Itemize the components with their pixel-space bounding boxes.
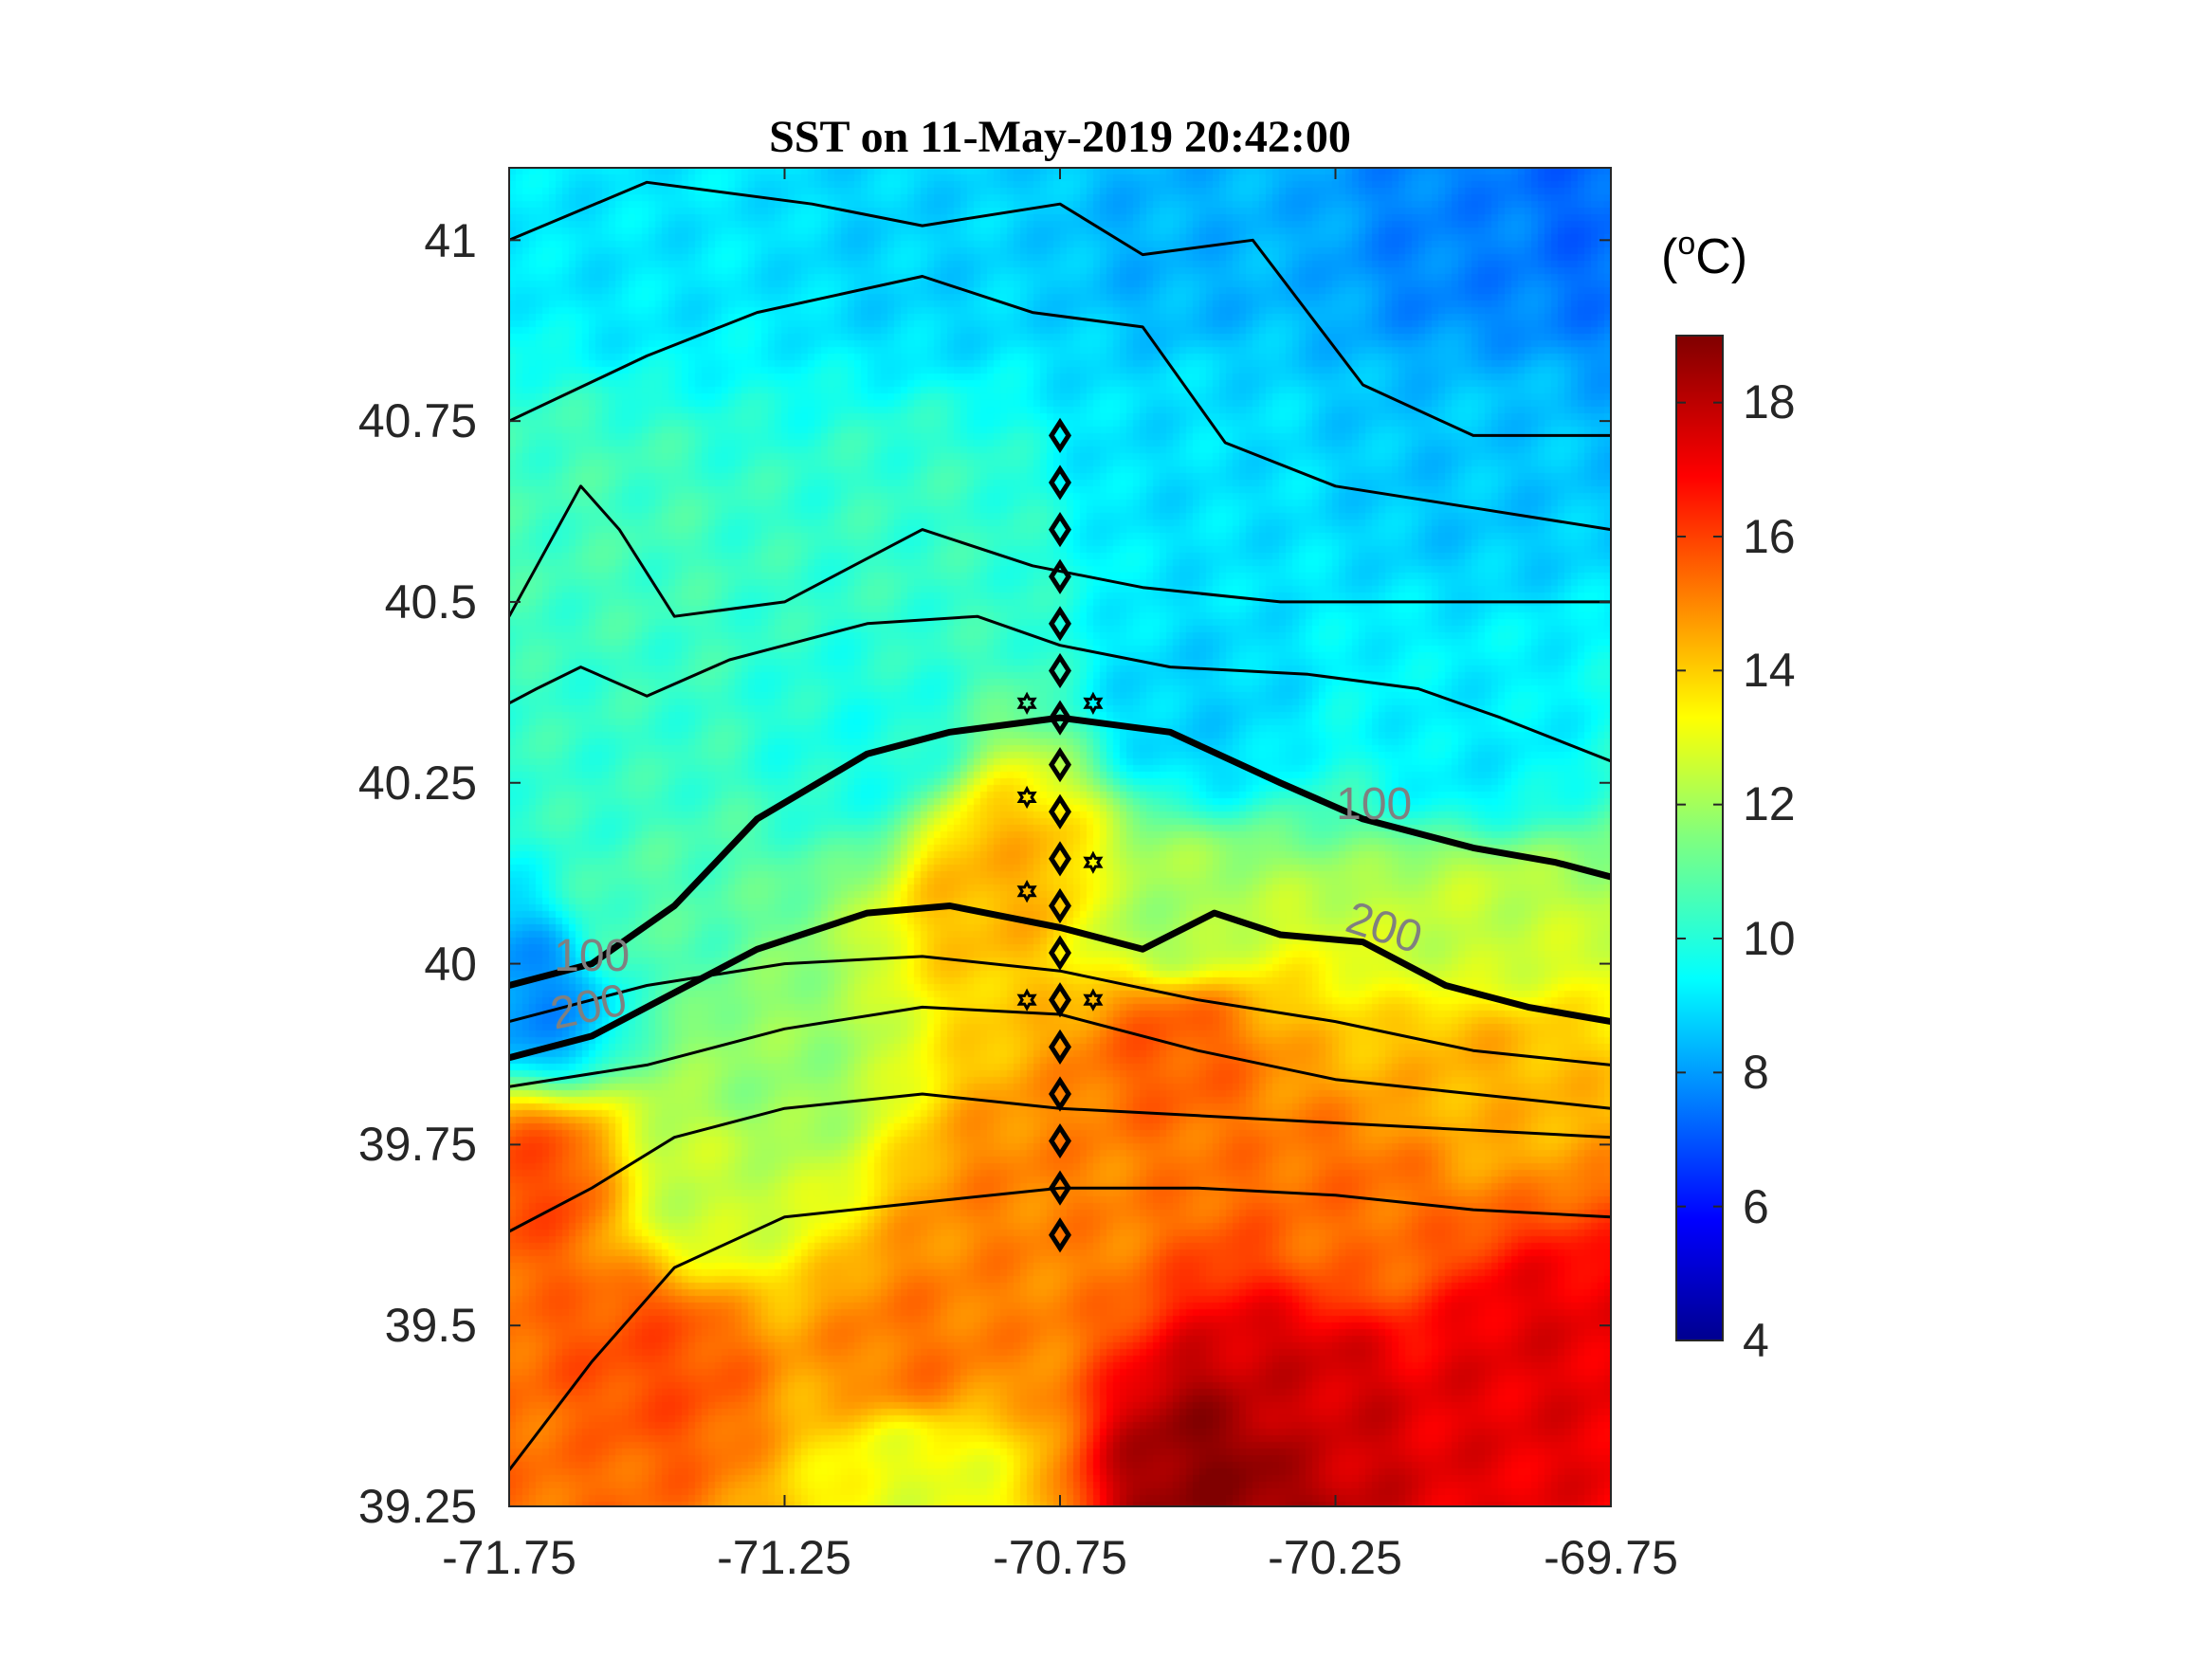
contour-label: 100 — [554, 931, 630, 981]
isobath-line — [509, 1092, 1611, 1233]
colorbar-tick-label: 4 — [1743, 1314, 1769, 1367]
colorbar-tick-label: 8 — [1743, 1046, 1769, 1099]
y-tick-label: 39.25 — [358, 1480, 477, 1533]
colorbar-tick-label: 6 — [1743, 1180, 1769, 1233]
x-tick-label: -71.25 — [717, 1531, 851, 1584]
colorbar-tick-label: 16 — [1743, 510, 1796, 563]
station-star — [1016, 880, 1037, 903]
x-tick-label: -71.75 — [442, 1531, 576, 1584]
unit-rest: C) — [1695, 229, 1747, 284]
station-diamond — [1049, 652, 1071, 689]
y-axis-ticks — [509, 239, 1611, 1507]
contour-labels: 100 200 100 200 — [546, 779, 1428, 1040]
y-tick-label: 39.75 — [358, 1118, 477, 1171]
plot-axes: -71.75 -71.25 -70.75 -70.25 -69.75 39.25… — [358, 167, 1678, 1584]
station-star — [1083, 691, 1104, 715]
colorbar: (oC) 4 6 8 10 12 14 16 18 — [1661, 226, 1796, 1367]
station-diamond — [1049, 1122, 1071, 1159]
y-tick-label: 39.5 — [385, 1299, 477, 1352]
station-diamond — [1049, 887, 1071, 924]
station-star — [1083, 988, 1104, 1012]
isobath-line-100 — [509, 714, 1611, 989]
contour-label: 100 — [1336, 779, 1412, 830]
station-star — [1016, 988, 1037, 1012]
station-diamond — [1049, 841, 1071, 877]
colorbar-tick-label: 18 — [1743, 375, 1796, 428]
y-tick-label: 40.75 — [358, 394, 477, 447]
station-diamond — [1049, 1076, 1071, 1112]
station-star — [1083, 850, 1104, 874]
chart-title: SST on 11-May-2019 20:42:00 — [769, 112, 1351, 162]
x-tick-labels: -71.75 -71.25 -70.75 -70.25 -69.75 — [442, 1531, 1678, 1584]
y-tick-label: 40 — [424, 938, 477, 991]
y-tick-label: 40.5 — [385, 575, 477, 629]
colorbar-unit-label: (oC) — [1661, 226, 1747, 284]
station-star — [1016, 691, 1037, 715]
x-tick-label: -70.25 — [1268, 1531, 1402, 1584]
sst-map: 100 200 100 200 — [509, 168, 1611, 1506]
station-diamond — [1049, 1217, 1071, 1253]
isobath-line-200 — [509, 902, 1611, 1062]
colorbar-ticks — [1676, 401, 1723, 1341]
colorbar-tick-labels: 4 6 8 10 12 14 16 18 — [1743, 375, 1796, 1367]
sst-heatmap — [509, 168, 1611, 1506]
station-diamond — [1049, 606, 1071, 642]
y-tick-label: 41 — [424, 214, 477, 267]
y-tick-labels: 39.25 39.5 39.75 40 40.25 40.5 40.75 41 — [358, 214, 477, 1533]
station-diamond — [1049, 1029, 1071, 1065]
isobath-line — [509, 1186, 1611, 1471]
station-diamond — [1049, 982, 1071, 1018]
isobath-line — [509, 180, 1611, 437]
station-diamond — [1049, 1170, 1071, 1206]
station-diamond — [1049, 700, 1071, 736]
station-star — [1016, 785, 1037, 810]
station-markers — [1016, 417, 1104, 1253]
isobath-line — [509, 955, 1611, 1066]
x-axis-ticks — [508, 168, 1612, 1506]
station-diamond — [1049, 558, 1071, 594]
colorbar-tick-label: 14 — [1743, 644, 1796, 697]
station-diamond — [1049, 417, 1071, 454]
station-diamond — [1049, 793, 1071, 830]
x-tick-label: -70.75 — [993, 1531, 1127, 1584]
unit-degree: o — [1677, 226, 1695, 262]
unit-open: ( — [1661, 229, 1678, 284]
y-tick-label: 40.25 — [358, 757, 477, 810]
colorbar-tick-label: 12 — [1743, 777, 1796, 830]
colorbar-gradient — [1675, 335, 1724, 1341]
colorbar-tick-label: 10 — [1743, 912, 1796, 965]
station-diamond — [1049, 511, 1071, 548]
x-tick-label: -69.75 — [1544, 1531, 1678, 1584]
isobath-line — [509, 275, 1611, 532]
station-diamond — [1049, 747, 1071, 783]
station-diamond — [1049, 465, 1071, 501]
station-diamond — [1049, 935, 1071, 971]
isobath-line — [509, 614, 1611, 763]
isobath-line — [509, 484, 1611, 618]
